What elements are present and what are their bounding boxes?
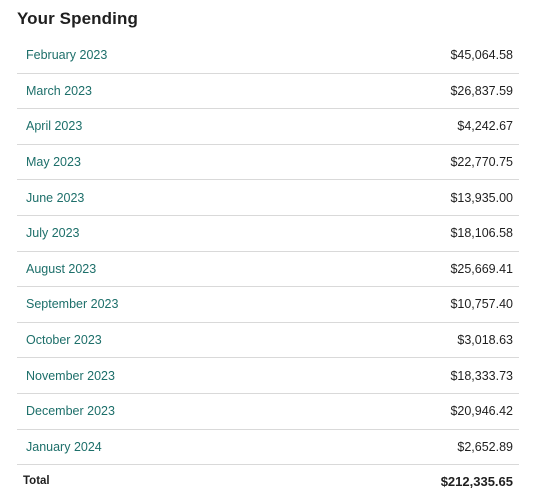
month-link[interactable]: June 2023	[26, 190, 85, 205]
table-row: December 2023 $20,946.42	[17, 394, 519, 430]
table-row: January 2024 $2,652.89	[17, 430, 519, 466]
amount-value: $13,935.00	[450, 190, 513, 205]
month-link[interactable]: February 2023	[26, 48, 108, 63]
spending-table: February 2023 $45,064.58 March 2023 $26,…	[17, 38, 519, 466]
month-link[interactable]: July 2023	[26, 226, 80, 241]
amount-value: $3,018.63	[457, 333, 513, 348]
amount-value: $25,669.41	[450, 261, 513, 276]
month-link[interactable]: December 2023	[26, 404, 115, 419]
table-row: October 2023 $3,018.63	[17, 323, 519, 359]
amount-value: $22,770.75	[450, 155, 513, 170]
table-row: March 2023 $26,837.59	[17, 74, 519, 110]
total-label: Total	[23, 475, 50, 487]
amount-value: $26,837.59	[450, 83, 513, 98]
table-row: November 2023 $18,333.73	[17, 358, 519, 394]
amount-value: $10,757.40	[450, 297, 513, 312]
table-row: April 2023 $4,242.67	[17, 109, 519, 145]
table-row: July 2023 $18,106.58	[17, 216, 519, 252]
amount-value: $4,242.67	[457, 119, 513, 134]
month-link[interactable]: May 2023	[26, 155, 81, 170]
amount-value: $18,106.58	[450, 226, 513, 241]
month-link[interactable]: October 2023	[26, 333, 102, 348]
month-link[interactable]: November 2023	[26, 368, 115, 383]
month-link[interactable]: March 2023	[26, 83, 93, 98]
table-row: May 2023 $22,770.75	[17, 145, 519, 181]
total-row: Total $212,335.65	[17, 466, 519, 496]
month-link[interactable]: August 2023	[26, 261, 97, 276]
month-link[interactable]: April 2023	[26, 119, 83, 134]
amount-value: $2,652.89	[457, 439, 513, 454]
table-row: June 2023 $13,935.00	[17, 180, 519, 216]
table-row: September 2023 $10,757.40	[17, 287, 519, 323]
page-title: Your Spending	[17, 9, 138, 28]
table-row: August 2023 $25,669.41	[17, 252, 519, 288]
amount-value: $20,946.42	[450, 404, 513, 419]
month-link[interactable]: September 2023	[26, 297, 119, 312]
table-row: February 2023 $45,064.58	[17, 38, 519, 74]
total-value: $212,335.65	[440, 473, 513, 489]
amount-value: $18,333.73	[450, 368, 513, 383]
amount-value: $45,064.58	[450, 48, 513, 63]
month-link[interactable]: January 2024	[26, 439, 102, 454]
